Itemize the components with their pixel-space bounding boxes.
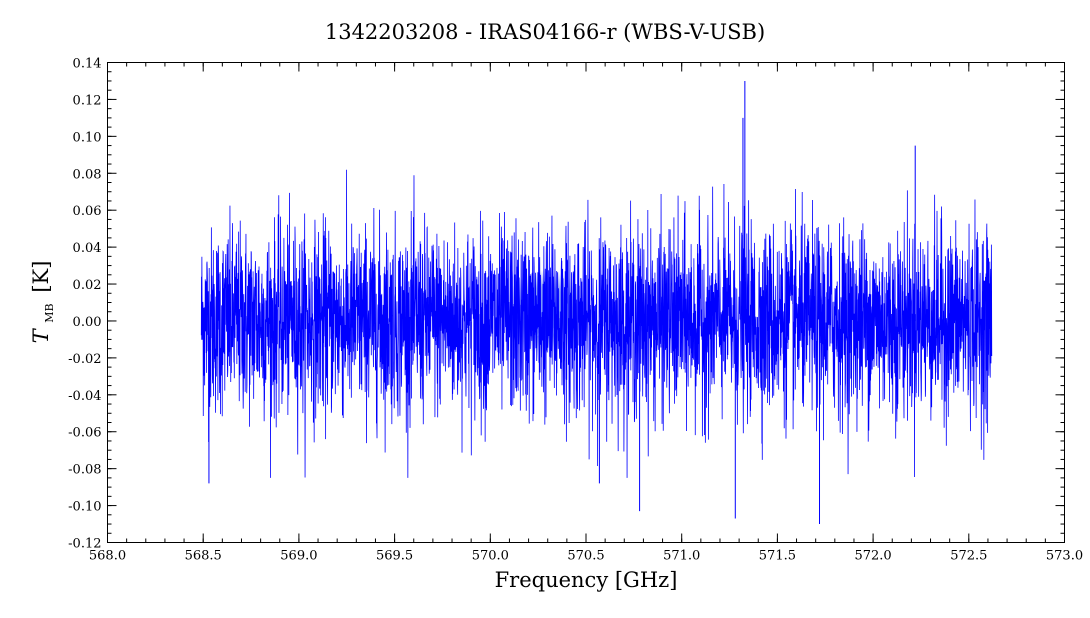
x-tick-label: 572.5: [950, 549, 987, 564]
y-axis-label-subscript: MB: [43, 303, 56, 322]
x-tick-label: 572.0: [854, 549, 891, 564]
y-tick-label: -0.06: [68, 426, 101, 441]
x-tick-label: 568.5: [185, 549, 222, 564]
y-tick-label: -0.12: [68, 537, 101, 552]
x-tick-label: 569.0: [280, 549, 317, 564]
chart-title: 1342203208 - IRAS04166-r (WBS-V-USB): [325, 20, 765, 44]
series-layer: [200, 80, 993, 525]
x-tick-label: 571.0: [663, 549, 700, 564]
y-axis-label-unit: [K]: [29, 261, 53, 293]
y-tick-label: 0.04: [73, 241, 102, 256]
spectrum-line: [200, 169, 993, 478]
x-tick-label: 573.0: [1046, 549, 1083, 564]
x-tick-label: 568.0: [89, 549, 126, 564]
y-tick-label: -0.08: [68, 463, 101, 478]
y-axis-label: T MB [K]: [29, 261, 58, 344]
y-tick-label: 0.14: [73, 57, 102, 72]
x-tick-label: 571.5: [759, 549, 796, 564]
y-tick-label: 0.08: [73, 167, 102, 182]
y-axis-label-symbol: T: [29, 327, 53, 343]
y-tick-label: -0.04: [68, 389, 101, 404]
y-tick-label: 0.10: [73, 130, 102, 145]
x-axis-label: Frequency [GHz]: [495, 568, 678, 592]
y-tick-label: 0.06: [73, 204, 102, 219]
x-axis-ticks: 568.0 568.5 569.0 569.5 570.0 570.5 571.0 571.5…: [89, 62, 1083, 564]
y-tick-label: 0.00: [73, 315, 102, 330]
y-tick-label: 0.12: [73, 93, 102, 108]
x-tick-label: 569.5: [376, 549, 413, 564]
y-tick-label: -0.10: [68, 500, 101, 515]
x-tick-label: 570.0: [472, 549, 509, 564]
y-tick-label: 0.02: [73, 278, 102, 293]
x-tick-label: 570.5: [567, 549, 604, 564]
y-axis-ticks: -0.12 -0.10 -0.08 -0.06 -0.04 -0.02 0.00 0.02 0.…: [68, 57, 1065, 552]
y-tick-label: -0.02: [68, 352, 101, 367]
